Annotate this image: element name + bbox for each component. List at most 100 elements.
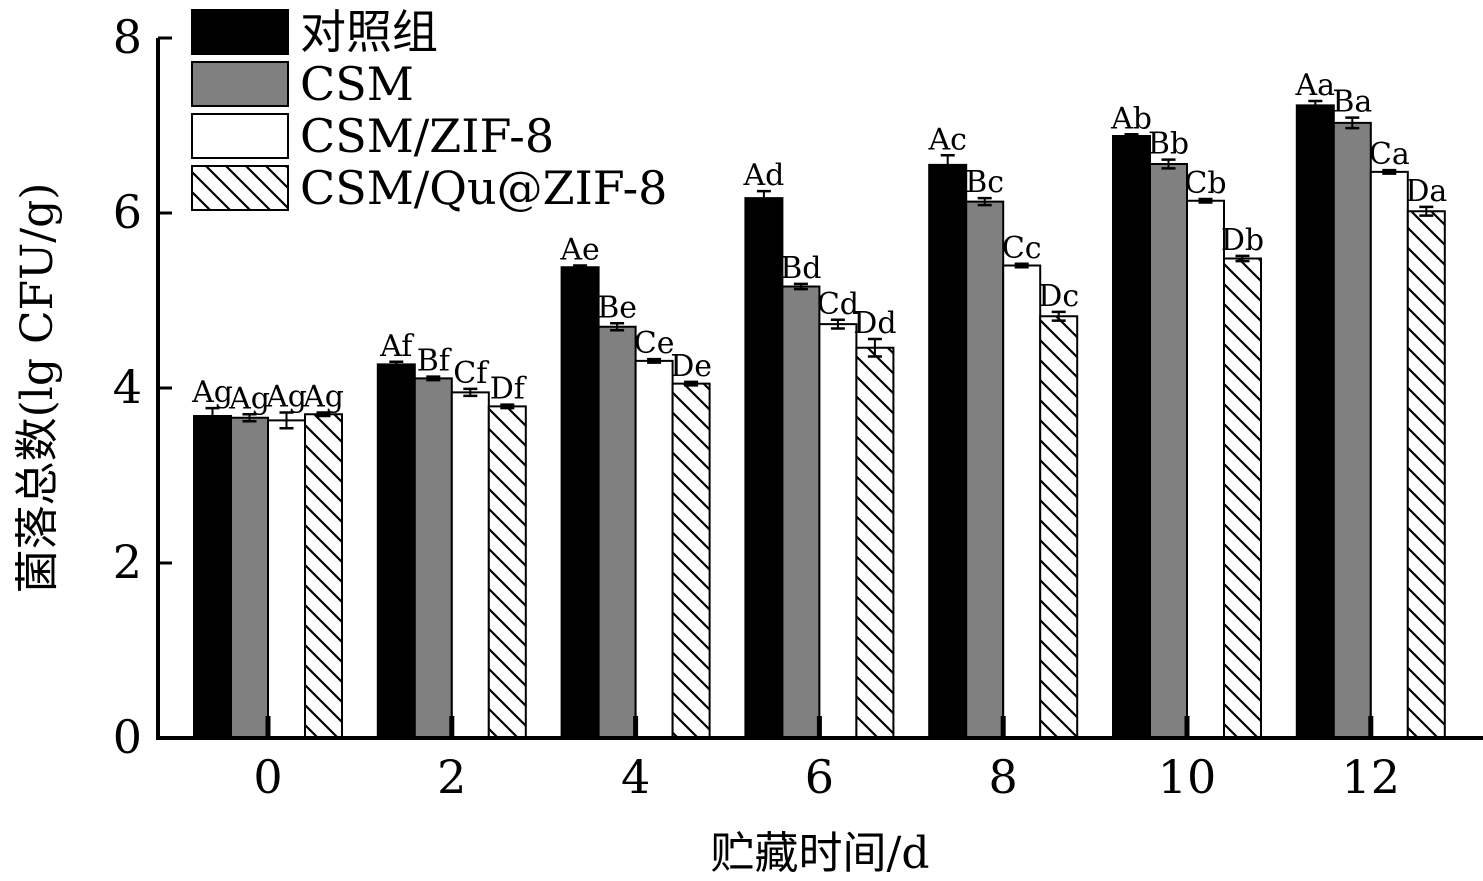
error-bar: [279, 411, 294, 430]
error-bar: [242, 413, 257, 423]
bar-series3-day4: [634, 359, 674, 739]
error-bar: [463, 387, 478, 398]
x-tick-label: 6: [805, 750, 834, 804]
significance-label: Af: [379, 329, 414, 364]
y-tick-label: 0: [113, 710, 142, 764]
error-bar: [316, 411, 331, 418]
legend-swatch: [191, 113, 289, 159]
legend-swatch: [191, 165, 289, 211]
bar-series3-day10: [1186, 199, 1225, 739]
bar-series2-day0: [230, 416, 269, 739]
significance-label: Bf: [417, 344, 452, 379]
bar-series4-day12: [1406, 210, 1446, 739]
x-axis-label: 贮藏时间/d: [711, 828, 930, 879]
error-bar: [647, 357, 662, 364]
error-bar: [1235, 254, 1250, 263]
significance-labels-group: Ag Af Ae Ad Ac Ab Aa Ag Bf Be Bd Bc Bb Ba Ag Cf Ce Cd Cc Cb…: [191, 68, 1447, 416]
error-bar: [793, 282, 808, 291]
significance-label: Cd: [817, 287, 859, 322]
error-bar: [977, 196, 992, 207]
error-bar: [1419, 205, 1434, 217]
bar-series2-day8: [965, 200, 1005, 739]
bar-series1-day12: [1295, 104, 1335, 739]
error-bar: [500, 403, 515, 410]
significance-label: Df: [490, 372, 527, 407]
significance-label: Ag: [302, 380, 344, 415]
y-axis-label: 菌落总数(lg CFU/g): [12, 183, 63, 594]
legend-swatch: [191, 9, 289, 55]
bar-series3-day12: [1369, 170, 1409, 739]
significance-label: Dd: [853, 306, 896, 341]
significance-label: Da: [1405, 174, 1447, 209]
y-tick-label: 2: [113, 535, 142, 589]
bar-series2-day10: [1149, 163, 1188, 739]
bar-series2-day4: [597, 325, 637, 739]
x-tick-label: 0: [253, 750, 282, 804]
error-bar: [1124, 133, 1139, 139]
significance-label: Be: [597, 290, 637, 325]
bar-series1-day0: [193, 415, 232, 739]
significance-label: Aa: [1295, 68, 1336, 103]
bar-series1-day8: [928, 163, 968, 739]
error-bar: [1051, 310, 1066, 322]
bar-series3-day8: [1002, 264, 1042, 739]
bar-series4-day4: [671, 382, 711, 739]
legend-label: CSM/ZIF-8: [300, 109, 554, 163]
bar-series2-day2: [413, 377, 453, 739]
bar-series1-day6: [744, 197, 784, 739]
error-bar: [426, 375, 441, 382]
error-bar: [1308, 99, 1323, 111]
error-bar: [1382, 168, 1397, 175]
legend-label: CSM: [300, 57, 414, 111]
significance-label: De: [670, 349, 712, 384]
significance-label: Bb: [1148, 127, 1189, 162]
y-tick-label: 4: [113, 360, 142, 414]
significance-label: Cb: [1184, 166, 1226, 201]
error-bar: [1014, 262, 1029, 269]
significance-label: Ae: [559, 233, 599, 268]
significance-label: Bc: [965, 165, 1004, 200]
error-bar: [389, 360, 404, 369]
significance-label: Ad: [742, 158, 784, 193]
x-tick-label: 12: [1342, 750, 1401, 804]
error-bar: [830, 318, 845, 330]
error-bar: [1161, 158, 1176, 170]
significance-label: Ce: [634, 326, 675, 361]
bar-series3-day0: [267, 419, 306, 739]
error-bar: [610, 322, 625, 332]
significance-label: Ag: [265, 380, 307, 415]
bars-group: [193, 104, 1446, 739]
bar-series2-day12: [1332, 121, 1372, 739]
significance-label: Dc: [1038, 279, 1079, 314]
significance-label: Ab: [1110, 101, 1152, 136]
significance-label: Cf: [453, 356, 489, 391]
bar-series4-day10: [1223, 257, 1262, 739]
significance-label: Bd: [780, 251, 821, 286]
bar-series4-day6: [855, 346, 895, 739]
significance-label: Cc: [1002, 231, 1042, 266]
error-bar: [205, 406, 220, 426]
x-tick-label: 4: [621, 750, 650, 804]
error-bar: [1198, 197, 1213, 204]
significance-label: Ag: [228, 381, 270, 416]
bar-series4-day8: [1039, 315, 1079, 739]
legend-label: 对照组: [300, 5, 438, 59]
significance-label: Ca: [1369, 137, 1410, 172]
bar-series1-day10: [1112, 135, 1151, 739]
legend-swatch: [191, 61, 289, 107]
bar-series2-day6: [781, 285, 821, 739]
y-ticks-group: 0 2 4 6 8: [113, 10, 172, 764]
error-bars-group: [205, 99, 1434, 430]
significance-label: Db: [1221, 223, 1264, 258]
x-tick-label: 10: [1158, 750, 1217, 804]
y-tick-label: 6: [113, 185, 142, 239]
bar-series1-day2: [376, 363, 416, 739]
bar-series1-day4: [560, 266, 600, 739]
error-bar: [756, 189, 771, 207]
bar-series3-day6: [818, 323, 858, 739]
significance-label: Ba: [1332, 85, 1372, 120]
x-ticks-group: 0 2 4 6 8 10 12: [253, 716, 1400, 804]
legend-label: CSM/Qu@ZIF-8: [300, 161, 667, 215]
error-bar: [1345, 116, 1360, 130]
